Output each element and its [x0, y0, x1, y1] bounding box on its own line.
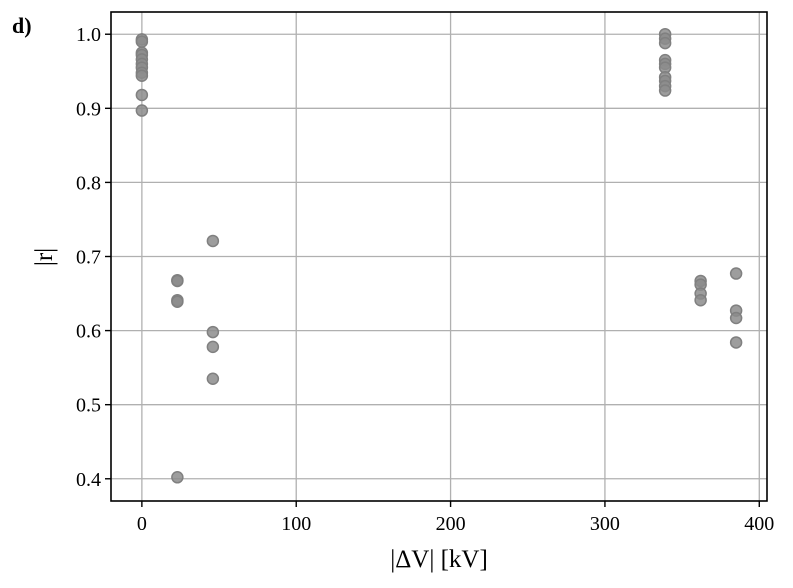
y-tick-label: 0.7 [76, 247, 101, 269]
y-tick-label: 0.6 [76, 321, 101, 343]
y-tick-label: 0.5 [76, 395, 101, 417]
data-point [729, 311, 743, 325]
data-point [658, 84, 672, 97]
y-tick-label: 0.8 [76, 172, 101, 194]
data-points [135, 27, 743, 484]
panel-label: d) [12, 13, 32, 38]
x-tick-label: 0 [137, 513, 147, 535]
data-point [135, 104, 149, 117]
y-tick-label: 0.4 [76, 469, 101, 491]
data-point [135, 35, 149, 48]
grid-lines [111, 12, 767, 501]
axis-ticks: 0 100 200 300 400 0.4 0.5 0.6 0.7 0.8 0.9 1.0 [76, 24, 774, 535]
data-point [729, 267, 743, 280]
y-tick-label: 1.0 [76, 24, 101, 46]
data-point [206, 372, 220, 385]
x-tick-label: 300 [590, 513, 620, 535]
x-tick-label: 200 [436, 513, 466, 535]
data-point [206, 234, 220, 248]
data-point [206, 325, 220, 339]
data-point [135, 69, 149, 82]
data-point [729, 336, 743, 349]
y-tick-label: 0.9 [76, 98, 101, 120]
x-tick-label: 100 [281, 513, 311, 535]
data-point [135, 88, 149, 102]
data-point [658, 36, 672, 50]
data-point [694, 293, 707, 307]
data-point [206, 340, 220, 354]
y-axis-label: |r| [31, 248, 58, 266]
data-point [171, 471, 184, 484]
x-tick-label: 400 [744, 513, 774, 535]
data-point [171, 295, 184, 308]
x-axis-label: |ΔV| [kV] [390, 546, 488, 573]
data-point [171, 274, 184, 288]
